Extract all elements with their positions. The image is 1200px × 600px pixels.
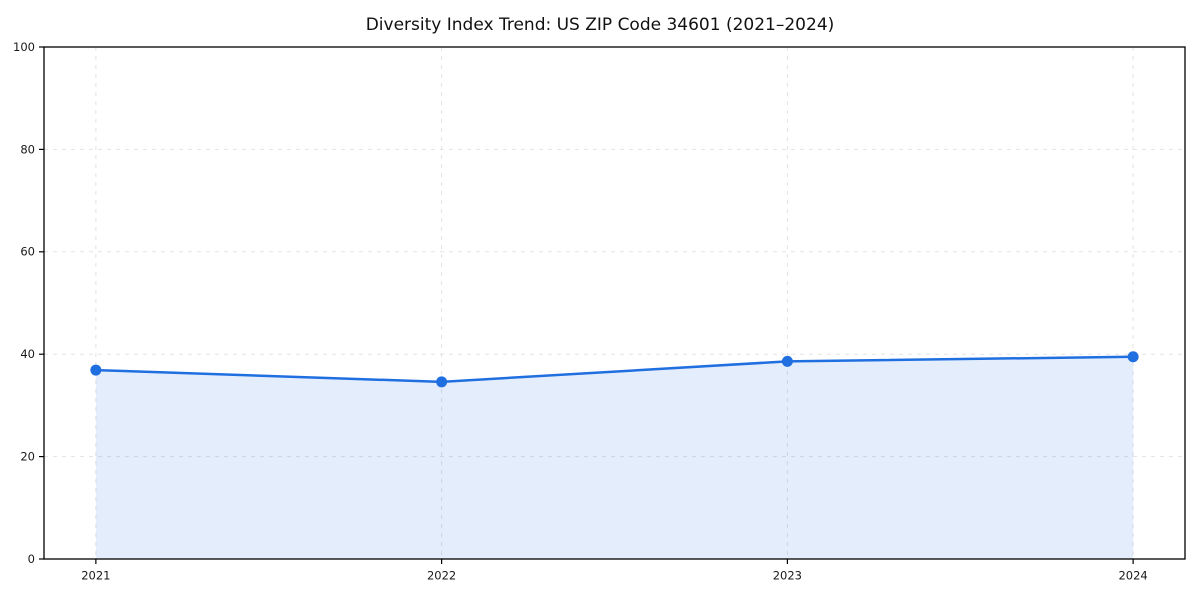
x-tick-label: 2021 (81, 569, 110, 583)
y-tick-label: 40 (20, 347, 35, 361)
y-tick-label: 60 (20, 245, 35, 259)
x-tick-label: 2023 (773, 569, 802, 583)
x-tick-label: 2022 (427, 569, 456, 583)
data-point-2022 (436, 376, 448, 388)
y-tick-label: 80 (20, 142, 35, 156)
trend-line (94, 355, 1135, 384)
data-point-2023 (781, 355, 793, 367)
x-tick-label: 2024 (1118, 569, 1147, 583)
plot-area (44, 47, 1185, 559)
y-tick-label: 0 (28, 552, 35, 566)
y-tick-label: 20 (20, 450, 35, 464)
y-tick-label: 100 (13, 40, 35, 54)
plot-border (43, 46, 1186, 560)
data-point-2021 (90, 364, 102, 376)
chart-title: Diversity Index Trend: US ZIP Code 34601… (365, 15, 835, 35)
data-point-2024 (1127, 351, 1139, 363)
area-fill (95, 356, 1134, 559)
